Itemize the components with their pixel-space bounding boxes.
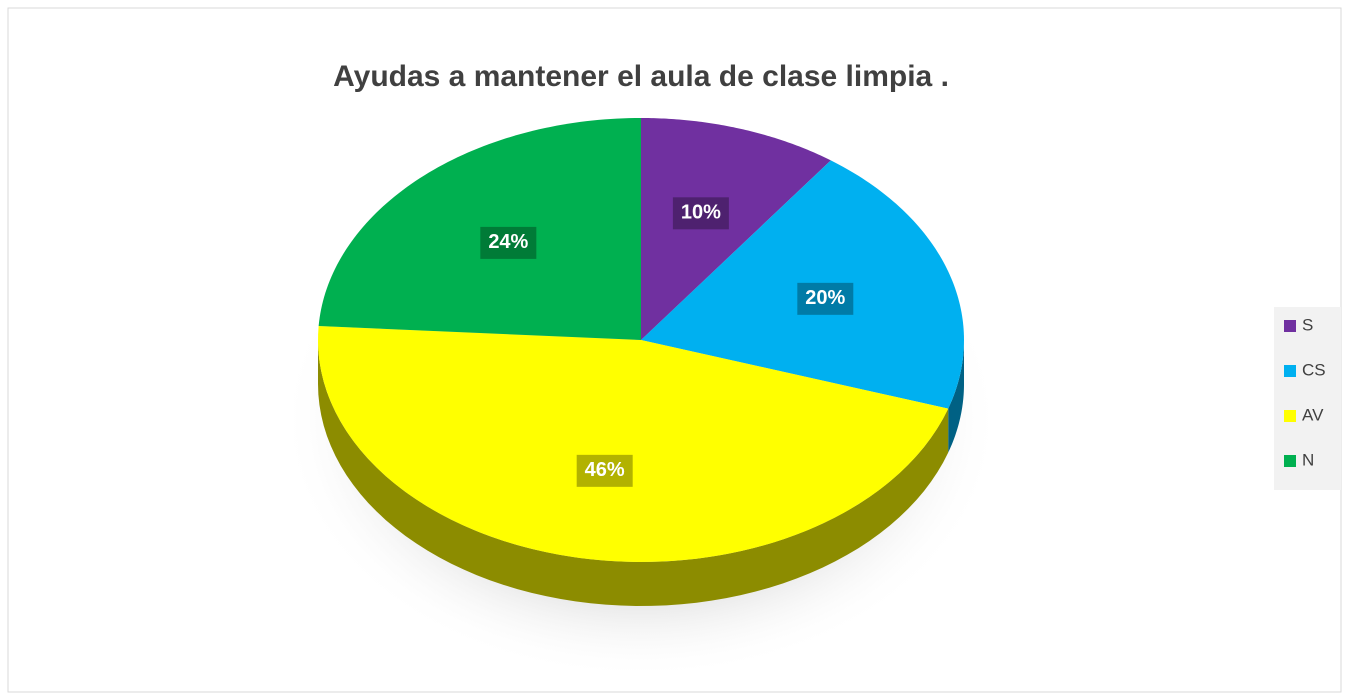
pie-slice-side [948, 340, 964, 453]
pie-slice-side [318, 340, 949, 606]
data-label-bg [797, 282, 854, 315]
legend-label: N [1302, 450, 1314, 469]
data-label: 24% [488, 231, 528, 253]
legend-swatch [1284, 410, 1296, 422]
pie-slice [318, 326, 949, 562]
data-label: 20% [805, 287, 845, 309]
legend-label: CS [1302, 360, 1326, 379]
data-label-bg [576, 454, 633, 487]
legend-label: S [1302, 315, 1313, 334]
data-label: 46% [585, 459, 625, 481]
legend-swatch [1284, 455, 1296, 467]
chart-title: Ayudas a mantener el aula de clase limpi… [333, 60, 949, 93]
data-label-bg [480, 226, 537, 259]
pie-slice [641, 118, 831, 340]
pie-slice [641, 160, 964, 409]
pie-slice [318, 118, 641, 340]
legend-swatch [1284, 365, 1296, 377]
legend-swatch [1284, 320, 1296, 332]
data-label: 10% [681, 202, 721, 224]
legend-label: AV [1302, 405, 1324, 424]
data-label-bg [672, 197, 729, 230]
